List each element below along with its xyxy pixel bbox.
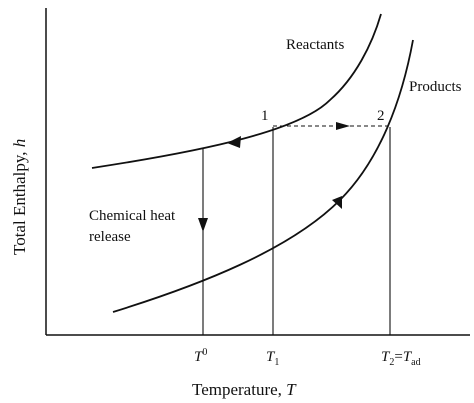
x-axis-title: Temperature, T — [192, 380, 297, 399]
annotation-line-2: release — [89, 229, 131, 245]
point-1-label: 1 — [261, 108, 269, 124]
tick-t0: T0 — [194, 347, 207, 365]
y-axis-title: Total Enthalpy, h — [10, 139, 29, 255]
products-label: Products — [409, 79, 462, 95]
heat-release-arrow — [198, 218, 208, 232]
reactants-curve — [91, 13, 382, 169]
tick-t2-tad: T2=Tad — [381, 349, 421, 368]
reactants-arrow — [227, 136, 241, 148]
annotation-line-1: Chemical heat — [89, 208, 176, 224]
point-2-label: 2 — [377, 108, 385, 124]
tick-t1: T1 — [266, 349, 279, 368]
dashed-arrow — [336, 122, 350, 130]
reactants-label: Reactants — [286, 37, 344, 53]
products-arrow — [332, 196, 342, 209]
products-curve — [112, 39, 414, 313]
